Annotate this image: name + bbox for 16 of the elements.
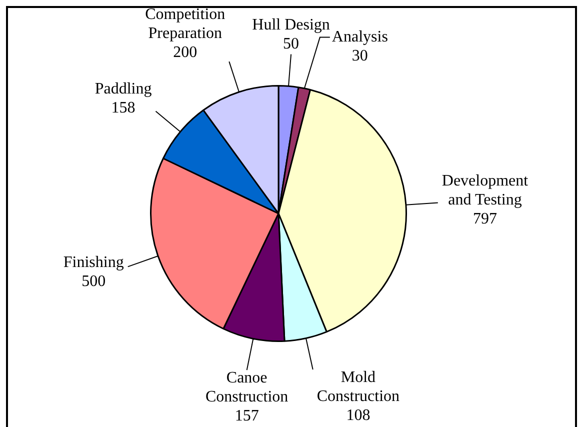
slice-label: Hull Design bbox=[252, 16, 330, 34]
slice-label: Mold Construction bbox=[316, 369, 400, 406]
data-label: 157 bbox=[234, 408, 259, 425]
data-label: 158 bbox=[111, 99, 136, 116]
data-label: 797 bbox=[472, 210, 497, 228]
data-label: 50 bbox=[283, 36, 300, 53]
slice-label: Competition Preparation bbox=[145, 6, 226, 42]
slice-label: Analysis bbox=[332, 28, 388, 46]
slice-label: Development and Testing bbox=[442, 172, 529, 208]
slice-label: Paddling bbox=[94, 80, 152, 98]
data-label: 30 bbox=[352, 48, 368, 65]
slice-label: Canoe Construction bbox=[206, 370, 288, 406]
data-label: 108 bbox=[346, 407, 370, 424]
data-label: 500 bbox=[82, 273, 106, 290]
data-label: 200 bbox=[173, 44, 198, 62]
slice-label: Finishing bbox=[63, 254, 124, 272]
